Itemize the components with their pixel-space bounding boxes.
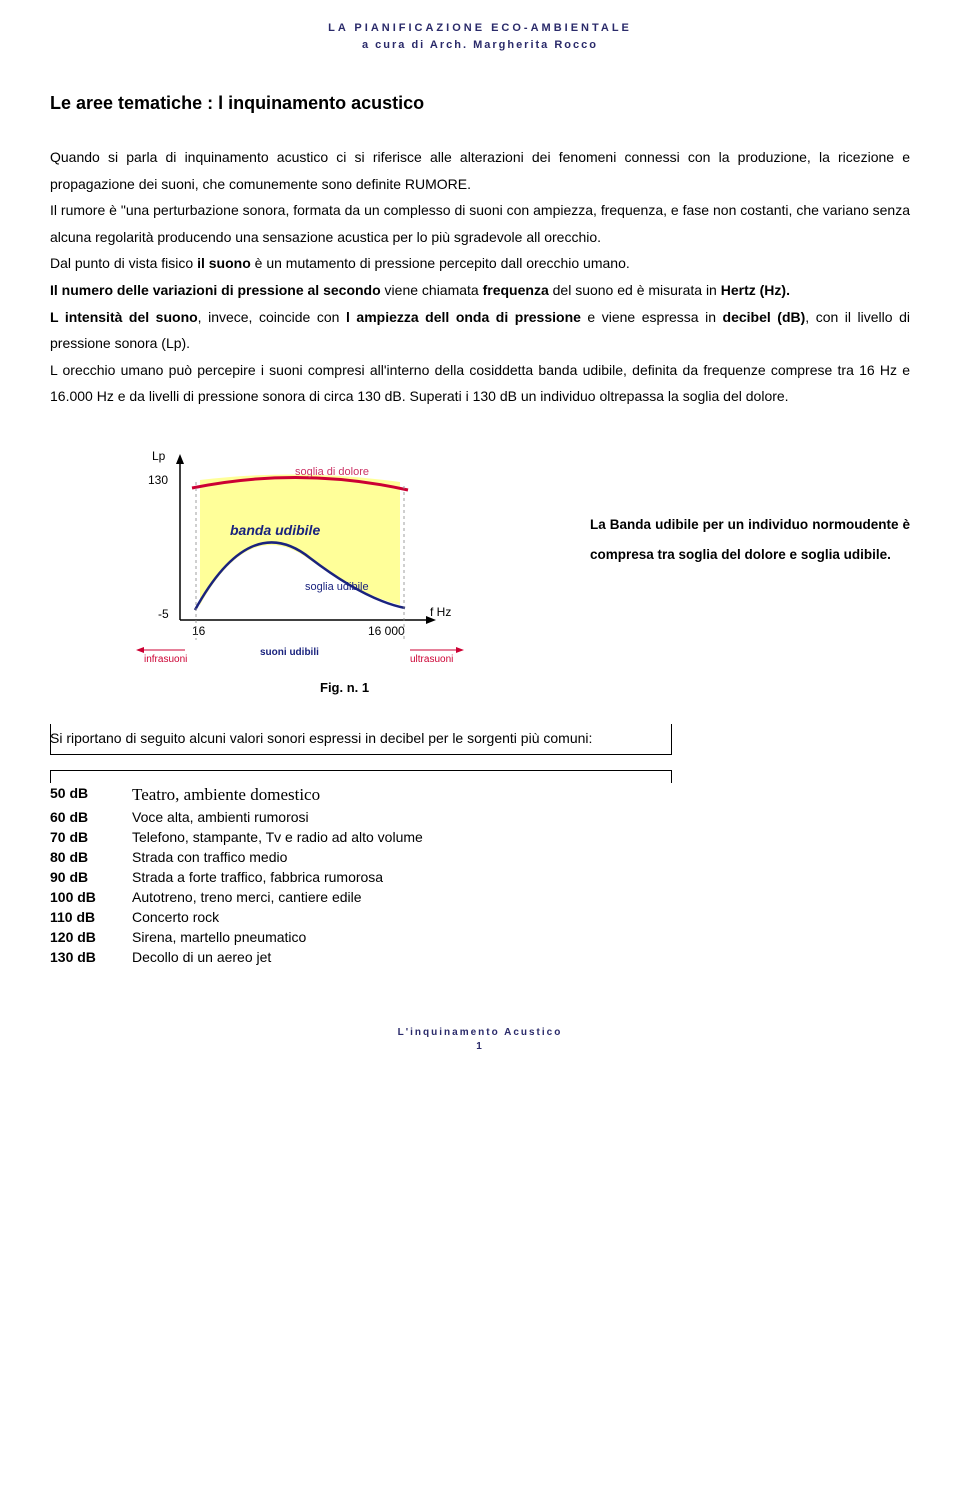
label-audible: soglia udibile xyxy=(305,581,369,593)
y-tick-bot: -5 xyxy=(158,607,169,621)
document-page: LA PIANIFICAZIONE ECO-AMBIENTALE a cura … xyxy=(0,0,960,1094)
db-value: 60 dB xyxy=(50,807,132,827)
db-value: 80 dB xyxy=(50,847,132,867)
db-desc: Strada a forte traffico, fabbrica rumoro… xyxy=(132,867,435,887)
db-value: 130 dB xyxy=(50,947,132,967)
page-footer: L'inquinamento Acustico 1 xyxy=(50,1026,910,1054)
header-line2: a cura di Arch. Margherita Rocco xyxy=(50,37,910,54)
text-bold: Il numero delle variazioni di pressione … xyxy=(50,282,381,298)
text: Quando si parla di inquinamento acustico… xyxy=(50,149,910,192)
x-tick-right: 16 000 xyxy=(368,624,405,638)
footer-line1: L'inquinamento Acustico xyxy=(50,1026,910,1040)
text-bold: L intensità del suono xyxy=(50,309,198,325)
y-label: Lp xyxy=(152,449,166,463)
label-pain: soglia di dolore xyxy=(295,466,369,478)
header-line1: LA PIANIFICAZIONE ECO-AMBIENTALE xyxy=(50,20,910,37)
table: 50 dB Teatro, ambiente domestico 60 dBVo… xyxy=(50,783,435,967)
chart-caption: La Banda udibile per un individuo normou… xyxy=(590,510,910,569)
text-bold: frequenza xyxy=(483,282,549,298)
chart-row: Lp 130 -5 16 16 000 f Hz soglia di dolor… xyxy=(50,440,910,670)
page-header: LA PIANIFICAZIONE ECO-AMBIENTALE a cura … xyxy=(50,20,910,53)
table-intro: Si riportano di seguito alcuni valori so… xyxy=(50,725,910,752)
table-row: 120 dBSirena, martello pneumatico xyxy=(50,927,435,947)
table-row: 80 dBStrada con traffico medio xyxy=(50,847,435,867)
text: , invece, coincide con xyxy=(198,309,346,325)
db-value: 100 dB xyxy=(50,887,132,907)
footer-page-number: 1 xyxy=(50,1040,910,1054)
y-tick-top: 130 xyxy=(148,473,168,487)
db-value: 70 dB xyxy=(50,827,132,847)
figure-number: Fig. n. 1 xyxy=(320,680,910,695)
db-value: 90 dB xyxy=(50,867,132,887)
db-value: 120 dB xyxy=(50,927,132,947)
text-bold: Hertz (Hz). xyxy=(721,282,790,298)
x-tick-left: 16 xyxy=(192,624,206,638)
below-mid: suoni udibili xyxy=(260,647,319,658)
text-bold: l ampiezza dell onda di pressione xyxy=(346,309,581,325)
text-bold: il suono xyxy=(197,255,251,271)
db-desc: Sirena, martello pneumatico xyxy=(132,927,435,947)
table-row: 60 dBVoce alta, ambienti rumorosi xyxy=(50,807,435,827)
table-row: 110 dBConcerto rock xyxy=(50,907,435,927)
x-label: f Hz xyxy=(430,605,451,619)
page-title: Le aree tematiche : l inquinamento acust… xyxy=(50,93,910,114)
table-row: 70 dBTelefono, stampante, Tv e radio ad … xyxy=(50,827,435,847)
db-desc: Teatro, ambiente domestico xyxy=(132,783,435,807)
db-value: 50 dB xyxy=(50,783,132,807)
box-top-border xyxy=(50,770,672,783)
text: e viene espressa in xyxy=(581,309,723,325)
decibel-table: 50 dB Teatro, ambiente domestico 60 dBVo… xyxy=(50,770,910,967)
table-row: 50 dB Teatro, ambiente domestico xyxy=(50,783,435,807)
body-paragraph: Quando si parla di inquinamento acustico… xyxy=(50,144,910,410)
db-desc: Concerto rock xyxy=(132,907,435,927)
text: è un mutamento di pressione percepito da… xyxy=(251,255,630,271)
db-value: 110 dB xyxy=(50,907,132,927)
text: viene chiamata xyxy=(381,282,483,298)
text: del suono ed è misurata in xyxy=(549,282,721,298)
table-row: 100 dBAutotreno, treno merci, cantiere e… xyxy=(50,887,435,907)
table-row: 90 dBStrada a forte traffico, fabbrica r… xyxy=(50,867,435,887)
below-ultra: ultrasuoni xyxy=(410,654,453,665)
label-band: banda udibile xyxy=(230,522,320,538)
text: Dal punto di vista fisico xyxy=(50,255,197,271)
text: Il rumore è "una perturbazione sonora, f… xyxy=(50,202,910,245)
db-desc: Voce alta, ambienti rumorosi xyxy=(132,807,435,827)
table-row: 130 dBDecollo di un aereo jet xyxy=(50,947,435,967)
db-desc: Autotreno, treno merci, cantiere edile xyxy=(132,887,435,907)
below-infra: infrasuoni xyxy=(144,654,187,665)
chart-svg: Lp 130 -5 16 16 000 f Hz soglia di dolor… xyxy=(130,440,470,670)
db-desc: Telefono, stampante, Tv e radio ad alto … xyxy=(132,827,435,847)
db-desc: Strada con traffico medio xyxy=(132,847,435,867)
db-desc: Decollo di un aereo jet xyxy=(132,947,435,967)
text: L orecchio umano può percepire i suoni c… xyxy=(50,362,910,405)
text-bold: decibel (dB) xyxy=(723,309,806,325)
audible-band-chart: Lp 130 -5 16 16 000 f Hz soglia di dolor… xyxy=(130,440,470,670)
